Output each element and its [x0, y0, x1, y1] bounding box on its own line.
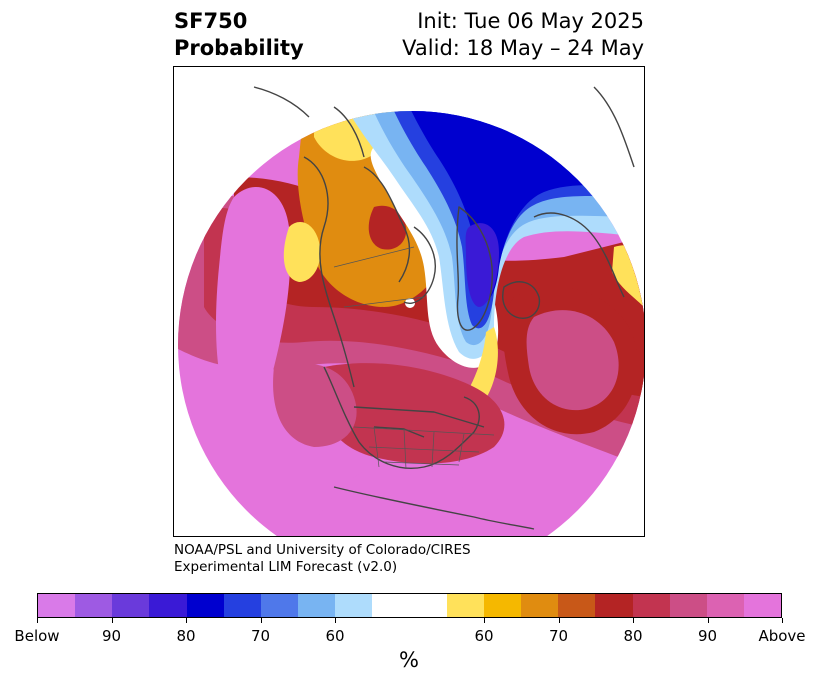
colorbar-unit: % [399, 648, 419, 672]
colorbar-tick-label: 80 [176, 627, 196, 645]
colorbar-tick-mark [260, 618, 262, 623]
colorbar-tick-label: 60 [325, 627, 345, 645]
colorbar-tick-label: 90 [697, 627, 718, 645]
colorbar-swatch [743, 594, 782, 617]
colorbar-swatch [521, 594, 559, 617]
map-panel [173, 66, 645, 537]
colorbar-tick-mark [707, 618, 709, 623]
colorbar-swatch [223, 594, 261, 617]
colorbar-swatch [409, 594, 447, 617]
colorbar-swatch [38, 594, 76, 617]
colorbar-swatch [669, 594, 707, 617]
colorbar-swatch [335, 594, 373, 617]
colorbar-tick-mark [633, 618, 634, 623]
subtitle-label: Probability [174, 36, 304, 60]
colorbar-tick-label: Below [14, 627, 60, 645]
credit-line-1: NOAA/PSL and University of Colorado/CIRE… [174, 542, 471, 558]
colorbar [37, 593, 782, 618]
credit: NOAA/PSL and University of Colorado/CIRE… [174, 542, 471, 576]
colorbar-tick-mark [484, 618, 485, 623]
colorbar-swatch [632, 594, 670, 617]
colorbar-swatch [75, 594, 113, 617]
colorbar-tick-label: 90 [101, 627, 122, 645]
colorbar-swatch [558, 594, 596, 617]
colorbar-tick-label: 80 [623, 627, 643, 645]
colorbar-swatch [483, 594, 522, 617]
colorbar-tick-label: 60 [474, 627, 494, 645]
probability-map [178, 86, 644, 536]
colorbar-swatch [595, 594, 633, 617]
colorbar-tick-label: Above [758, 627, 806, 645]
colorbar-swatch [149, 594, 187, 617]
coastlines [253, 86, 635, 530]
colorbar-tick-mark [558, 618, 560, 623]
valid-range: Valid: 18 May – 24 May [402, 36, 644, 60]
credit-line-2: Experimental LIM Forecast (v2.0) [174, 559, 398, 575]
colorbar-swatch [446, 594, 484, 617]
colorbar-tick-label: 70 [250, 627, 271, 645]
colorbar-tick-mark [37, 618, 38, 623]
colorbar-tick-label: 70 [548, 627, 569, 645]
colorbar-tick-mark [335, 618, 336, 623]
map-title: SF750 Probability [174, 8, 304, 62]
colorbar-tick-mark [186, 618, 187, 623]
colorbar-swatch [112, 594, 150, 617]
forecast-dates: Init: Tue 06 May 2025 Valid: 18 May – 24… [402, 8, 644, 62]
init-date: Init: Tue 06 May 2025 [417, 9, 644, 33]
colorbar-tick-mark [111, 618, 113, 623]
variable-label: SF750 [174, 9, 248, 33]
borders [333, 246, 495, 470]
colorbar-swatch [298, 594, 336, 617]
probability-field [178, 111, 644, 536]
colorbar-swatch [372, 594, 410, 617]
colorbar-tick-mark [782, 618, 783, 623]
colorbar-swatch [706, 594, 744, 617]
colorbar-swatch [186, 594, 224, 617]
colorbar-swatch [260, 594, 299, 617]
